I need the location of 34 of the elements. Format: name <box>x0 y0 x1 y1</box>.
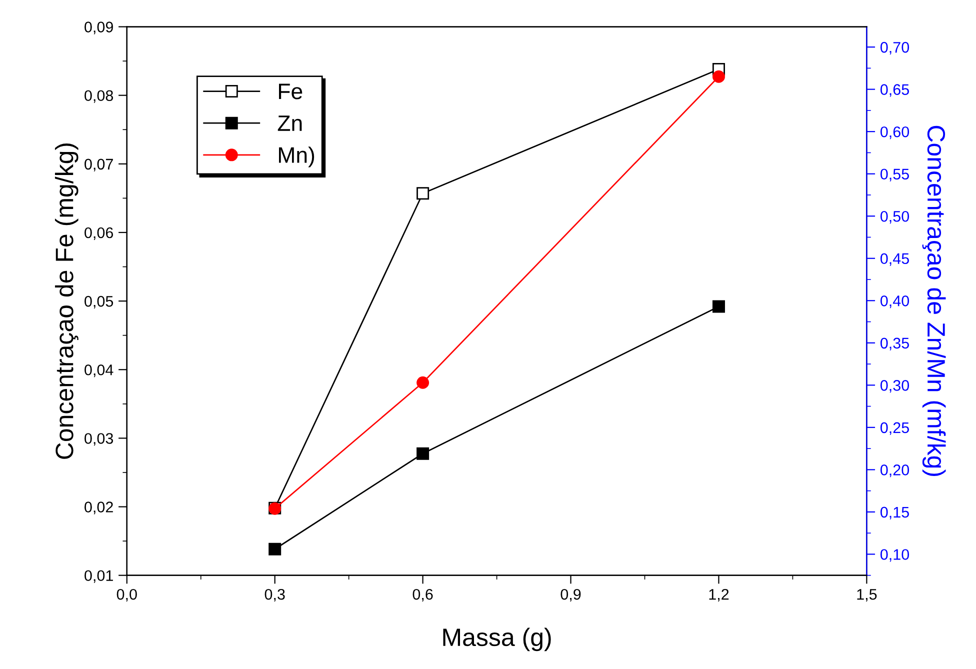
y2-tick-label: 0,45 <box>880 253 909 266</box>
x-tick-label: 1,2 <box>709 588 729 602</box>
y2-tick-label: 0,10 <box>880 549 910 562</box>
y2-tick-label: 0,65 <box>880 84 909 97</box>
x-tick-label: 0,6 <box>412 588 433 602</box>
y2-tick-label: 0,55 <box>880 168 909 182</box>
y2-axis-title: Concentraçao de Zn/Mn (mf/kg) <box>922 126 946 476</box>
y2-tick-label: 0,35 <box>880 338 909 350</box>
y-tick-label: 0,03 <box>84 433 114 446</box>
legend-label: Zn <box>278 116 302 131</box>
y-tick-label: 0,01 <box>84 570 113 583</box>
y-tick-label: 0,07 <box>84 158 113 172</box>
y2-tick-label: 0,20 <box>880 464 910 478</box>
y-tick-label: 0,09 <box>84 22 113 34</box>
y2-tick-label: 0,40 <box>880 295 910 308</box>
x-tick-label: 0,0 <box>116 588 137 602</box>
x-axis-title: Massa (g) <box>443 628 551 652</box>
y2-tick-label: 0,50 <box>880 210 910 224</box>
y-tick-label: 0,02 <box>84 502 113 514</box>
x-tick-label: 1,5 <box>857 589 877 602</box>
y2-tick-label: 0,70 <box>880 42 910 55</box>
y-axis-title: Concentraçao de Fe (mg/kg) <box>54 143 78 459</box>
y2-tick-label: 0,30 <box>880 380 910 393</box>
y2-tick-label: 0,25 <box>880 422 909 435</box>
legend-label: Fe <box>279 84 302 100</box>
x-tick-label: 0,9 <box>560 588 581 602</box>
y2-tick-label: 0,60 <box>880 126 910 140</box>
x-tick-label: 0,3 <box>264 588 285 602</box>
y-tick-label: 0,06 <box>84 227 114 240</box>
legend-label: Mn) <box>279 146 314 168</box>
y2-tick-label: 0,15 <box>880 506 909 520</box>
y-tick-label: 0,05 <box>84 296 114 309</box>
y-tick-label: 0,04 <box>84 364 114 378</box>
y-tick-label: 0,08 <box>84 90 114 103</box>
